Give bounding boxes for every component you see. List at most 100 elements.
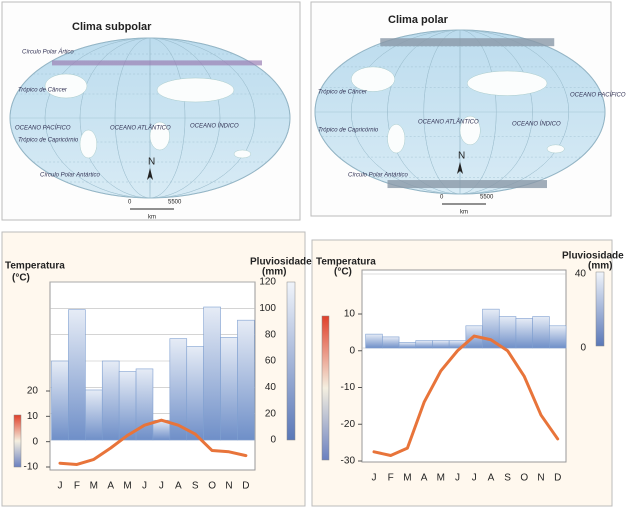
temp-colorbar xyxy=(321,315,330,461)
temperature-line xyxy=(372,334,560,457)
y-axis-label: (°C) xyxy=(12,273,30,284)
north: N xyxy=(458,151,465,162)
x-tick-label: J xyxy=(159,481,164,492)
y2-axis-label: (mm) xyxy=(588,261,612,272)
x-tick-label: M xyxy=(123,481,131,492)
map-label: Trópico de Câncer xyxy=(18,88,68,94)
x-tick-label: O xyxy=(520,473,528,484)
x-tick-label: A xyxy=(107,481,114,492)
y-tick-label: -30 xyxy=(341,456,356,467)
map-title: Clima subpolar xyxy=(72,21,152,33)
bar xyxy=(415,340,433,349)
climate-zone xyxy=(387,180,547,189)
map-label: Círculo Polar Antártico xyxy=(40,173,100,179)
y-tick-label: 20 xyxy=(27,386,39,397)
land xyxy=(351,66,395,92)
x-tick-label: J xyxy=(372,473,377,484)
x-tick-label: O xyxy=(208,481,216,492)
land xyxy=(156,77,235,103)
x-tick-label: J xyxy=(58,481,63,492)
bar xyxy=(515,318,533,349)
north-arrow xyxy=(457,162,463,174)
x-tick-label: M xyxy=(90,481,98,492)
x-tick-label: D xyxy=(554,473,561,484)
y2-axis-label: (mm) xyxy=(262,267,286,278)
map-label: Círculo Polar Ártico xyxy=(22,49,74,56)
map-label: Trópico de Câncer xyxy=(318,90,368,96)
y2-tick-label: 100 xyxy=(259,303,276,314)
temp-colorbar xyxy=(13,414,22,468)
y2-tick-label: 120 xyxy=(259,277,276,288)
x-tick-label: A xyxy=(488,473,495,484)
map-label: OCEANO PACÍFICO xyxy=(15,125,71,132)
bar xyxy=(382,336,400,349)
y-tick-label: -10 xyxy=(24,462,39,473)
x-tick-label: F xyxy=(74,481,80,492)
y2-tick-label: 40 xyxy=(265,382,277,393)
x-tick-label: J xyxy=(472,473,477,484)
y2-tick-label: 80 xyxy=(265,329,277,340)
land xyxy=(387,124,406,154)
rain-colorbar xyxy=(595,271,605,347)
y2-axis-label: Pluviosidade xyxy=(250,257,312,268)
map-label: Trópico de Capricórnio xyxy=(18,138,79,144)
x-tick-label: A xyxy=(421,473,428,484)
map-label: OCEANO ATLÂNTICO xyxy=(418,119,479,126)
bar xyxy=(532,316,550,349)
x-tick-label: J xyxy=(455,473,460,484)
bar xyxy=(186,346,204,441)
map-label: OCEANO ÍNDICO xyxy=(512,121,561,128)
land xyxy=(79,129,98,159)
x-tick-label: A xyxy=(175,481,182,492)
y2-tick-label: 0 xyxy=(580,343,586,354)
rain-colorbar xyxy=(286,281,296,441)
scale-label: 0 xyxy=(440,195,444,201)
y2-tick-label: 40 xyxy=(575,269,587,280)
land xyxy=(44,73,88,99)
x-tick-label: D xyxy=(242,481,249,492)
y-tick-label: -20 xyxy=(341,419,356,430)
bar xyxy=(85,389,103,441)
y2-axis-label: Pluviosidade xyxy=(562,251,624,262)
x-tick-label: M xyxy=(437,473,445,484)
land xyxy=(467,70,548,96)
bar xyxy=(549,325,567,349)
y-tick-label: -10 xyxy=(341,382,356,393)
map-title: Clima polar xyxy=(388,14,449,26)
map-label: OCEANO ATLÂNTICO xyxy=(110,125,171,132)
climate-zone xyxy=(52,60,262,66)
y-tick-label: 10 xyxy=(27,411,39,422)
bar xyxy=(51,360,69,441)
y-axis-label: Temperatura xyxy=(5,261,65,272)
bar xyxy=(220,336,238,441)
land xyxy=(149,121,170,151)
climate-zone xyxy=(380,38,555,47)
scale-label: 5500 xyxy=(168,200,182,206)
y-axis-label: (°C) xyxy=(334,267,352,278)
north-arrow xyxy=(147,168,153,180)
scale-label: 5500 xyxy=(480,195,494,201)
y-tick-label: 10 xyxy=(344,309,356,320)
land xyxy=(233,149,252,159)
x-tick-label: M xyxy=(403,473,411,484)
scale-label: 0 xyxy=(128,200,132,206)
plot-area xyxy=(361,269,567,463)
x-tick-label: S xyxy=(192,481,199,492)
y-axis-label: Temperatura xyxy=(316,257,376,268)
x-tick-label: J xyxy=(142,481,147,492)
scale-label: km xyxy=(148,215,156,221)
bar xyxy=(365,333,383,349)
y2-tick-label: 0 xyxy=(270,435,276,446)
bar xyxy=(498,316,517,349)
x-tick-label: S xyxy=(504,473,511,484)
land xyxy=(459,115,481,146)
map-label: Trópico de Capricórnio xyxy=(318,128,379,134)
north: N xyxy=(148,157,155,168)
bar xyxy=(237,319,255,441)
y-tick-label: 0 xyxy=(32,436,38,447)
bar xyxy=(101,360,120,441)
bar xyxy=(432,340,450,349)
bar xyxy=(398,342,417,349)
x-tick-label: F xyxy=(388,473,394,484)
